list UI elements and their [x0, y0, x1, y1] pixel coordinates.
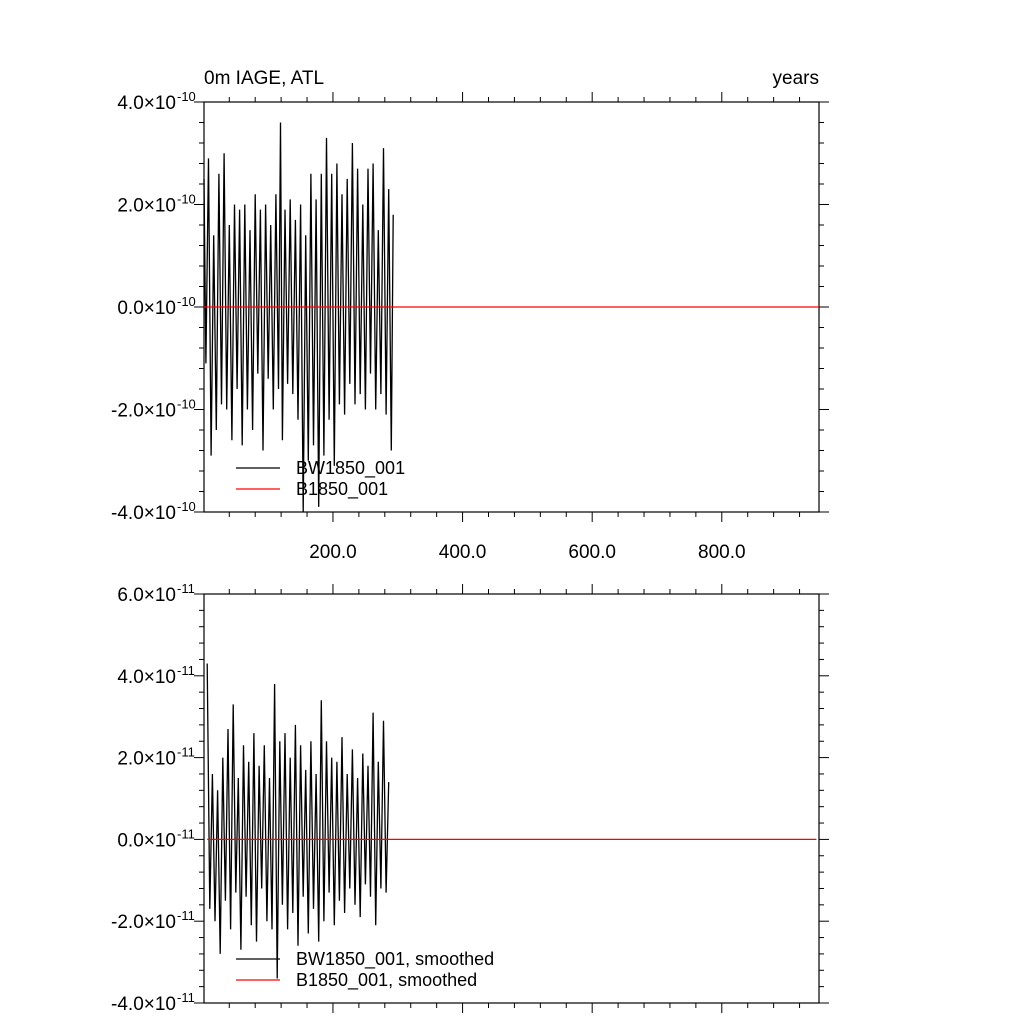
y-tick-exponent: -10 — [177, 89, 196, 104]
y-tick-exponent: -11 — [177, 745, 195, 760]
y-tick-exponent: -11 — [177, 581, 195, 596]
y-tick-exponent: -11 — [177, 826, 195, 841]
y-tick-label: -2.0×10 — [111, 401, 176, 422]
y-tick-label: -4.0×10 — [111, 994, 176, 1015]
y-tick-label: -2.0×10 — [111, 912, 176, 933]
plot-frame — [203, 593, 820, 1004]
y-tick-exponent: -10 — [177, 294, 196, 309]
series-line-0 — [203, 122, 394, 513]
y-tick-label: 2.0×10 — [117, 749, 176, 770]
y-tick-exponent: -10 — [177, 499, 196, 514]
y-tick-exponent: -10 — [177, 397, 196, 412]
top-panel: -4.0×10 -10-2.0×10 -100.0×10 -102.0×10 -104.… — [111, 68, 829, 563]
x-tick-label: 800.0 — [698, 542, 746, 563]
y-tick-label: 4.0×10 — [117, 93, 176, 114]
series-line-0 — [206, 663, 390, 979]
x-tick-label: 400.0 — [439, 542, 487, 563]
y-tick-exponent: -10 — [177, 192, 196, 207]
legend-label-0: BW1850_001 — [296, 458, 405, 479]
x-tick-label: 600.0 — [568, 542, 616, 563]
y-tick-label: 0.0×10 — [117, 298, 176, 319]
x-tick-label: 200.0 — [309, 542, 357, 563]
legend-label-0: BW1850_001, smoothed — [296, 949, 494, 970]
y-tick-label: 2.0×10 — [117, 196, 176, 217]
y-tick-label: 0.0×10 — [117, 830, 176, 851]
chart-title-right: years — [773, 68, 819, 89]
legend-label-1: B1850_001 — [296, 479, 388, 500]
y-tick-label: -4.0×10 — [111, 503, 176, 524]
chart-title-left: 0m IAGE, ATL — [204, 68, 324, 89]
y-tick-exponent: -11 — [177, 990, 195, 1005]
y-tick-exponent: -11 — [177, 663, 195, 678]
legend-label-1: B1850_001, smoothed — [296, 970, 477, 991]
y-tick-label: 6.0×10 — [117, 585, 176, 606]
y-tick-exponent: -11 — [177, 908, 195, 923]
bottom-panel: -4.0×10 -11-2.0×10 -110.0×10 -112.0×10 -114.… — [111, 581, 829, 1015]
y-tick-label: 4.0×10 — [117, 667, 176, 688]
